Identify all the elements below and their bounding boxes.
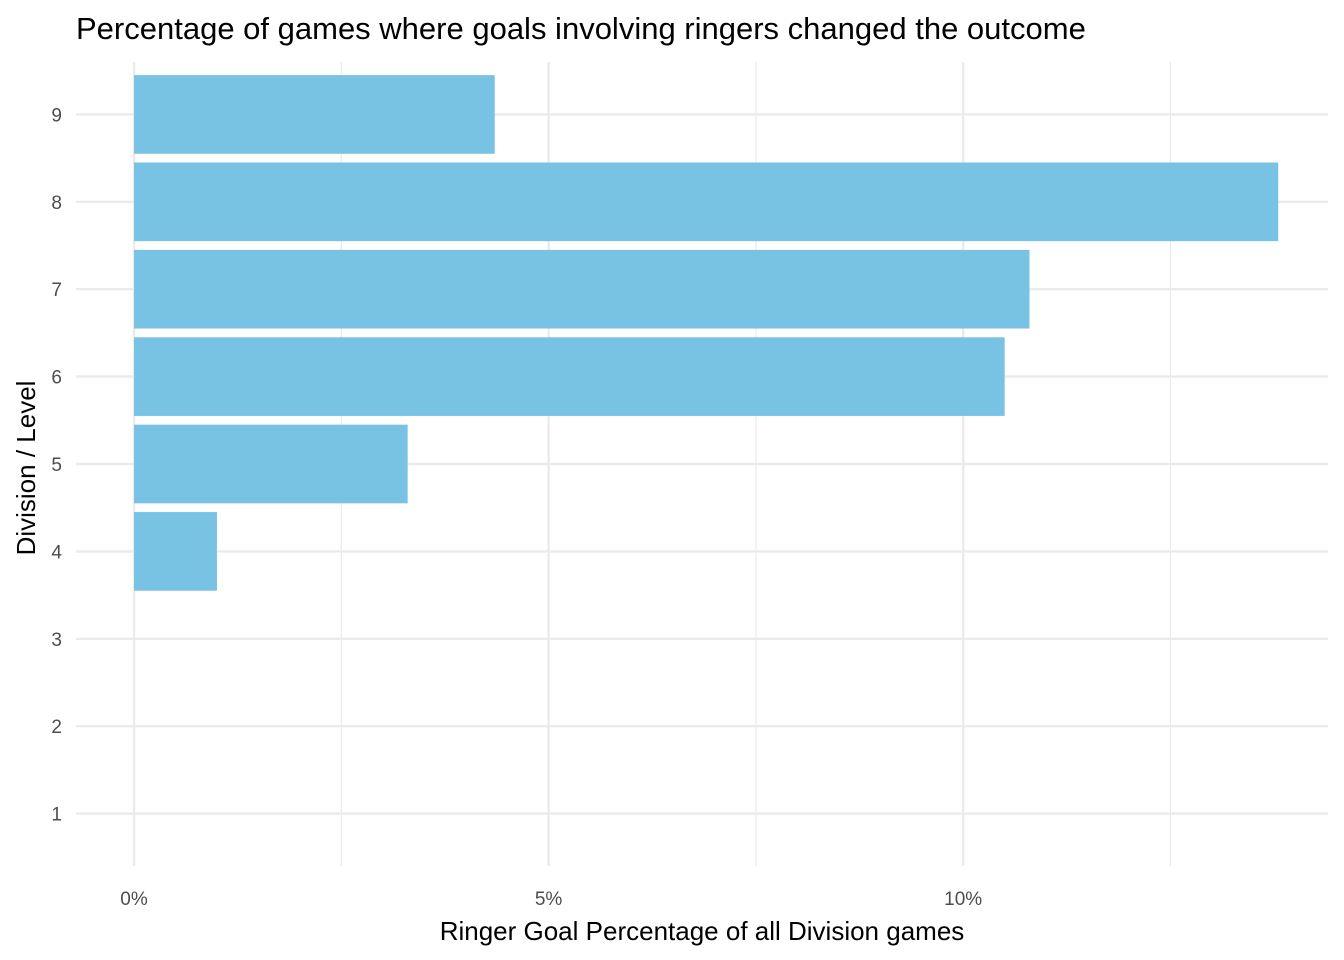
y-tick-label: 4: [51, 542, 62, 563]
bar-division-9: [134, 75, 495, 154]
x-axis-tick-labels: 0% 5% 10%: [120, 889, 982, 910]
x-tick-label: 0%: [120, 889, 148, 910]
x-tick-label: 10%: [944, 889, 982, 910]
y-tick-label: 3: [51, 630, 62, 651]
bars: [134, 75, 1279, 591]
bar-division-5: [134, 424, 408, 504]
y-tick-label: 9: [51, 105, 62, 126]
x-axis-title: Ringer Goal Percentage of all Division g…: [440, 916, 965, 946]
y-tick-label: 1: [51, 805, 62, 826]
y-axis-tick-labels: 1 2 3 4 5 6 7 8 9: [51, 105, 62, 825]
y-tick-label: 8: [51, 193, 62, 214]
y-tick-label: 2: [51, 717, 62, 738]
y-tick-label: 6: [51, 368, 62, 389]
y-tick-label: 5: [51, 455, 62, 476]
y-axis-title: Division / Level: [11, 381, 41, 556]
bar-division-4: [134, 512, 217, 591]
chart-title: Percentage of games where goals involvin…: [76, 11, 1086, 46]
bar-division-7: [134, 249, 1030, 329]
bar-division-8: [134, 162, 1279, 242]
y-tick-label: 7: [51, 280, 62, 301]
bar-division-6: [134, 337, 1005, 416]
x-tick-label: 5%: [535, 889, 563, 910]
